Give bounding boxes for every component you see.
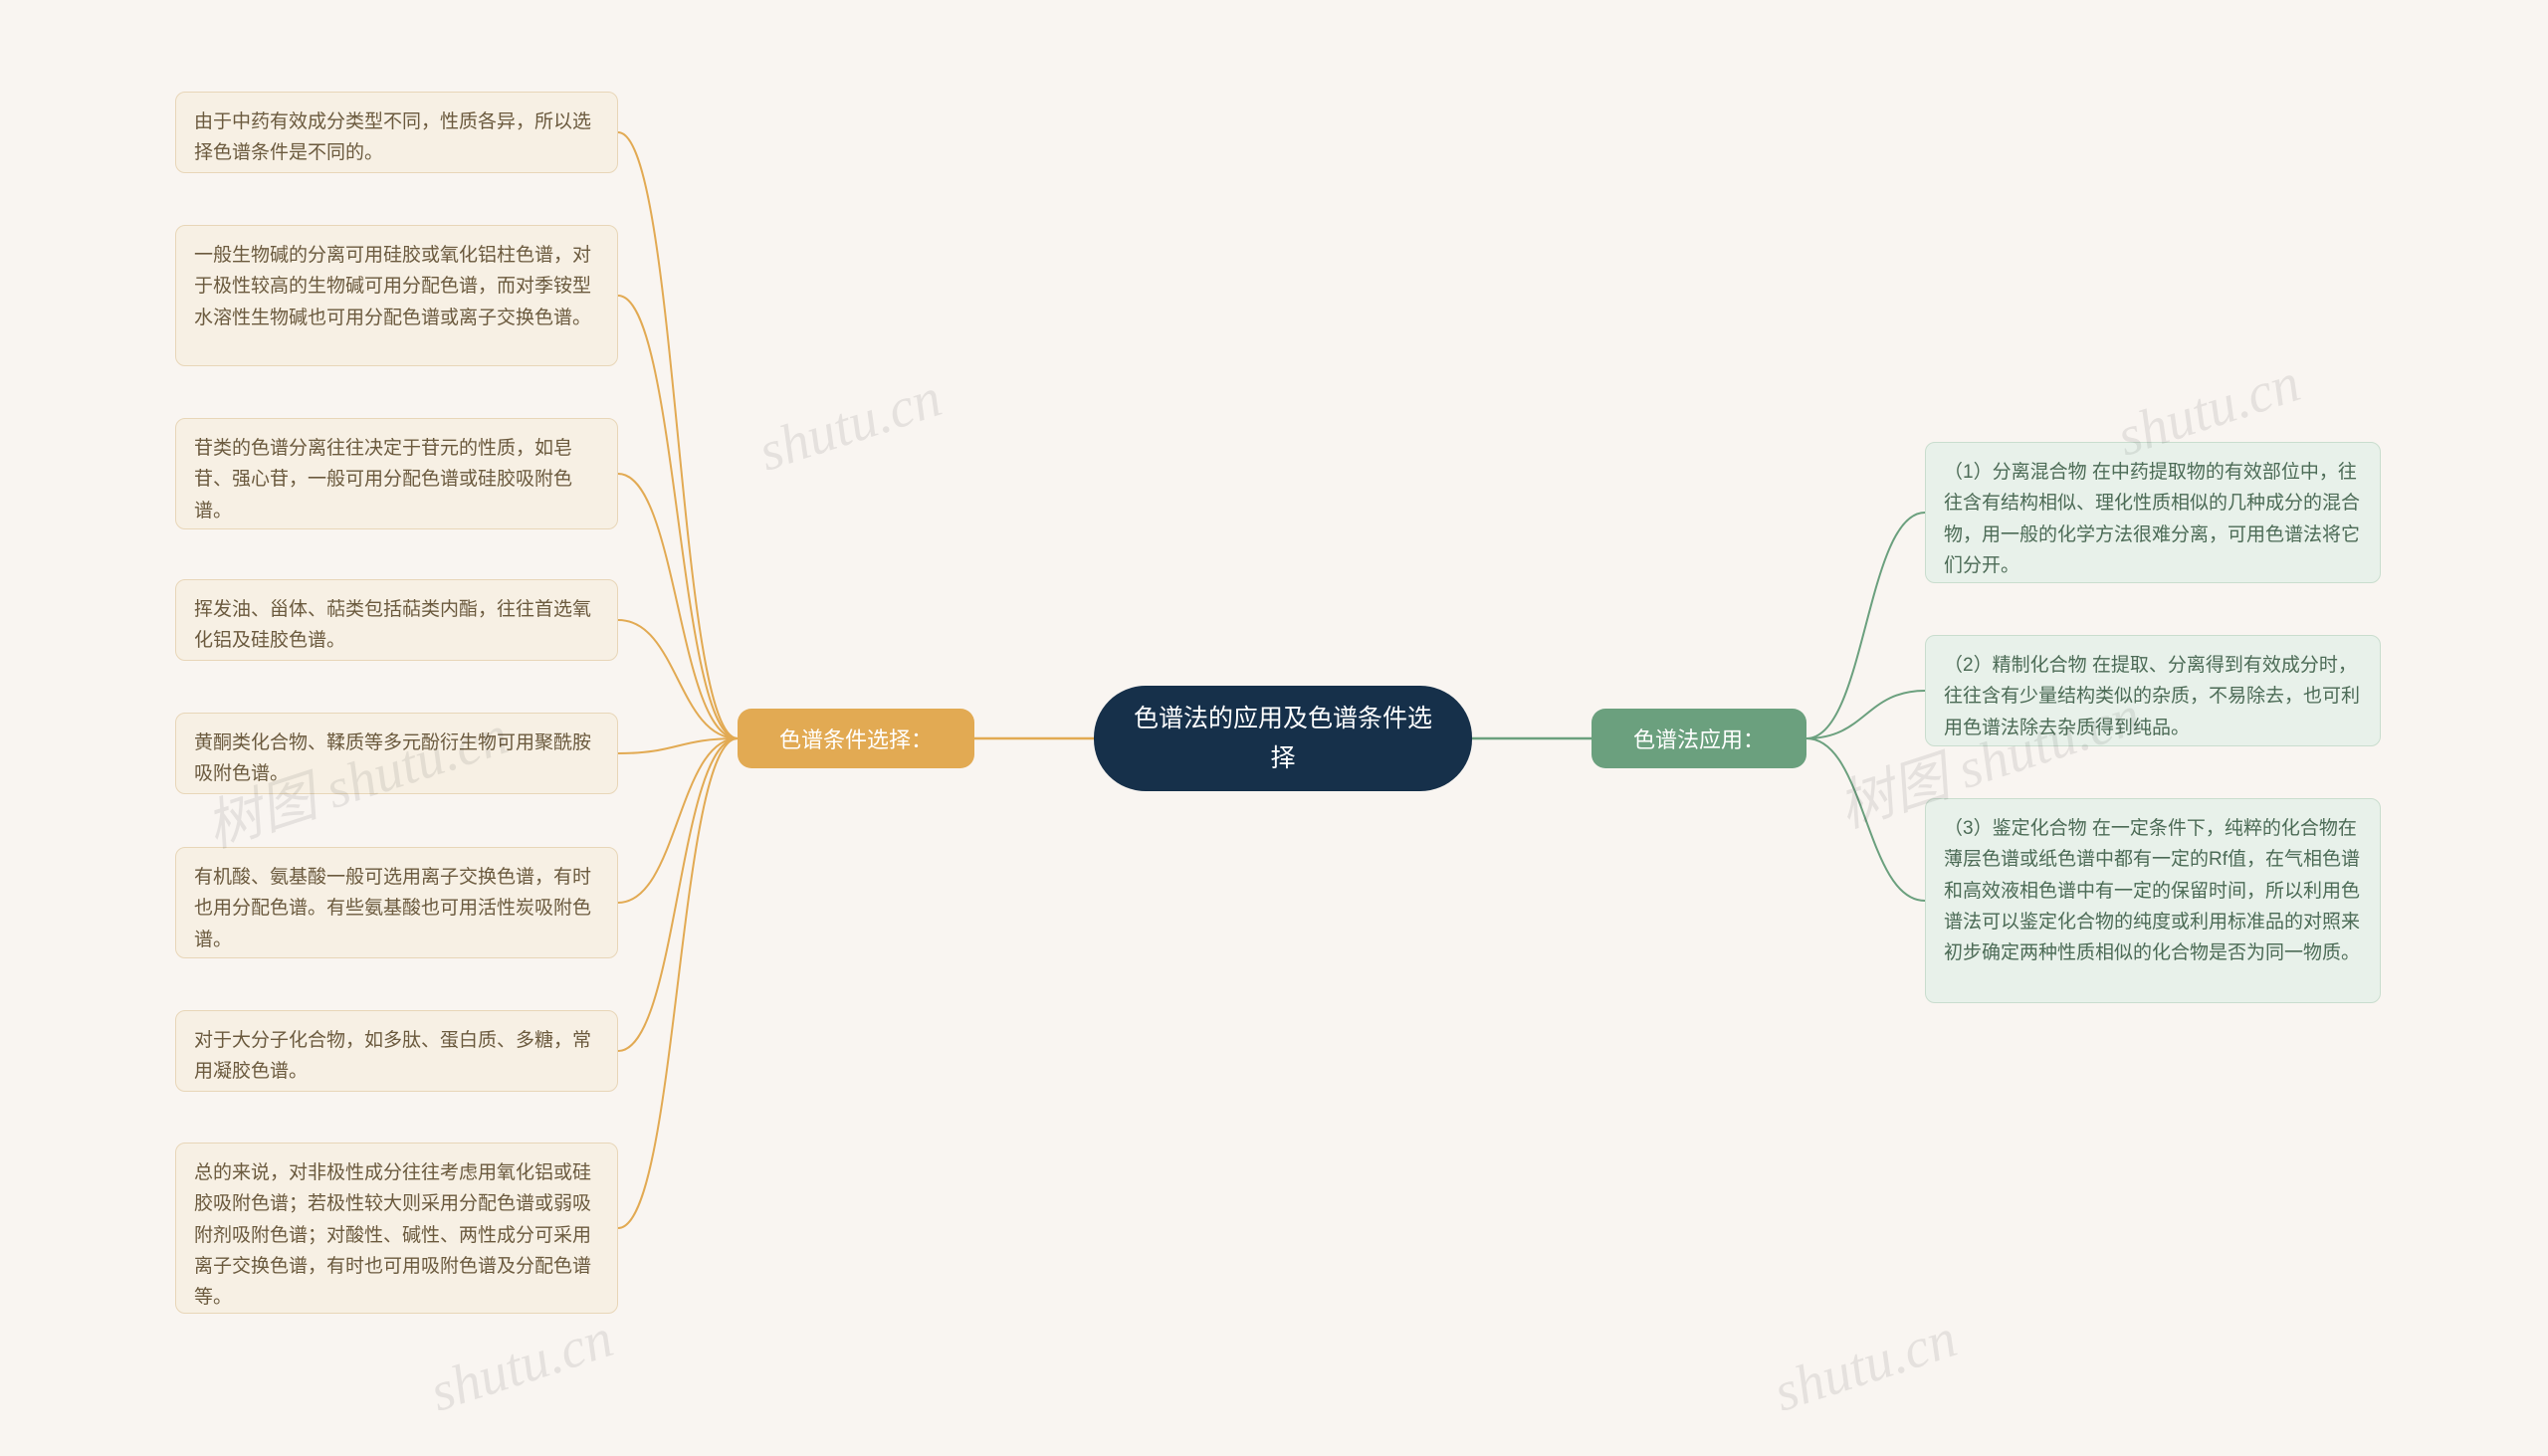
watermark-4: shutu.cn [423,1306,621,1424]
application-leaf-2: （3）鉴定化合物 在一定条件下，纯粹的化合物在薄层色谱或纸色谱中都有一定的Rf值… [1925,798,2381,1003]
condition-leaf-4: 黄酮类化合物、鞣质等多元酚衍生物可用聚酰胺吸附色谱。 [175,713,618,794]
root-node: 色谱法的应用及色谱条件选择 [1094,686,1472,791]
watermark-5: shutu.cn [1767,1306,1965,1424]
condition-leaf-5: 有机酸、氨基酸一般可选用离子交换色谱，有时也用分配色谱。有些氨基酸也可用活性炭吸… [175,847,618,958]
branch-applications: 色谱法应用： [1592,709,1806,768]
condition-leaf-0: 由于中药有效成分类型不同，性质各异，所以选择色谱条件是不同的。 [175,92,618,173]
condition-leaf-3: 挥发油、甾体、萜类包括萜类内酯，往往首选氧化铝及硅胶色谱。 [175,579,618,661]
condition-leaf-1: 一般生物碱的分离可用硅胶或氧化铝柱色谱，对于极性较高的生物碱可用分配色谱，而对季… [175,225,618,366]
application-leaf-0: （1）分离混合物 在中药提取物的有效部位中，往往含有结构相似、理化性质相似的几种… [1925,442,2381,583]
condition-leaf-2: 苷类的色谱分离往往决定于苷元的性质，如皂苷、强心苷，一般可用分配色谱或硅胶吸附色… [175,418,618,529]
condition-leaf-6: 对于大分子化合物，如多肽、蛋白质、多糖，常用凝胶色谱。 [175,1010,618,1092]
watermark-0: shutu.cn [751,365,950,484]
condition-leaf-7: 总的来说，对非极性成分往往考虑用氧化铝或硅胶吸附色谱；若极性较大则采用分配色谱或… [175,1143,618,1314]
branch-conditions: 色谱条件选择： [738,709,974,768]
application-leaf-1: （2）精制化合物 在提取、分离得到有效成分时，往往含有少量结构类似的杂质，不易除… [1925,635,2381,746]
